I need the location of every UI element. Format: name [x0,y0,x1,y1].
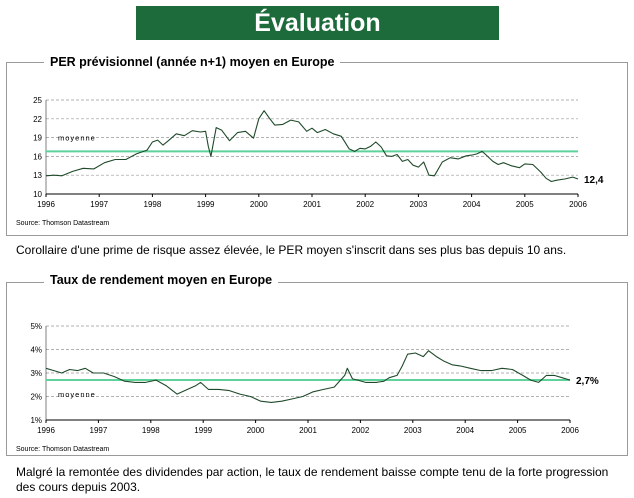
yield-y-tick-label: 5% [30,322,42,331]
per-x-tick-label: 2003 [410,200,428,209]
per-y-tick-label: 13 [33,171,42,180]
yield-x-tick-label: 1996 [37,426,55,435]
per-y-tick-label: 22 [33,115,42,124]
yield-y-tick-label: 4% [30,346,42,355]
yield-source-label: Source: Thomson Datastream [16,446,109,453]
yield-x-tick-label: 2000 [247,426,265,435]
per-y-tick-label: 19 [33,134,42,143]
yield-x-tick-label: 2005 [509,426,527,435]
yield-x-tick-label: 2003 [404,426,422,435]
per-chart-caption: Corollaire d'une prime de risque assez é… [16,243,567,257]
yield-end-value-label: 2,7% [576,376,599,387]
yield-x-tick-label: 1999 [194,426,212,435]
per-x-tick-label: 1998 [144,200,162,209]
per-x-tick-label: 1996 [37,200,55,209]
per-y-tick-label: 25 [33,96,42,105]
per-source-label: Source: Thomson Datastream [16,220,109,227]
yield-chart-title: Taux de rendement moyen en Europe [44,273,279,287]
per-x-tick-label: 2004 [463,200,481,209]
per-y-tick-label: 10 [33,190,42,199]
per-y-tick-label: 16 [33,152,42,161]
page-title: Évaluation [136,6,499,40]
yield-x-tick-label: 1998 [142,426,160,435]
yield-y-tick-label: 3% [30,369,42,378]
yield-mean-label: moyenne [58,390,96,399]
per-chart-title: PER prévisionnel (année n+1) moyen en Eu… [44,55,341,69]
per-series-line [45,110,579,183]
yield-chart-caption: Malgré la remontée des dividendes par ac… [16,465,609,494]
yield-y-tick-label: 2% [30,393,42,402]
yield-x-tick-label: 2002 [352,426,370,435]
yield-x-tick-label: 2006 [561,426,579,435]
per-x-tick-label: 2000 [250,200,268,209]
per-x-tick-label: 1997 [90,200,108,209]
yield-x-tick-label: 2004 [456,426,474,435]
yield-y-tick-label: 1% [30,416,42,425]
per-x-tick-label: 2006 [569,200,587,209]
per-mean-label: moyenne [58,133,96,142]
per-x-tick-label: 1999 [197,200,215,209]
per-x-tick-label: 2005 [516,200,534,209]
yield-x-tick-label: 1997 [90,426,108,435]
yield-chart-panel [6,282,628,456]
yield-x-tick-label: 2001 [299,426,317,435]
per-x-tick-label: 2002 [356,200,374,209]
per-x-tick-label: 2001 [303,200,321,209]
per-end-value-label: 12,4 [584,175,604,186]
yield-series-line [45,350,571,403]
